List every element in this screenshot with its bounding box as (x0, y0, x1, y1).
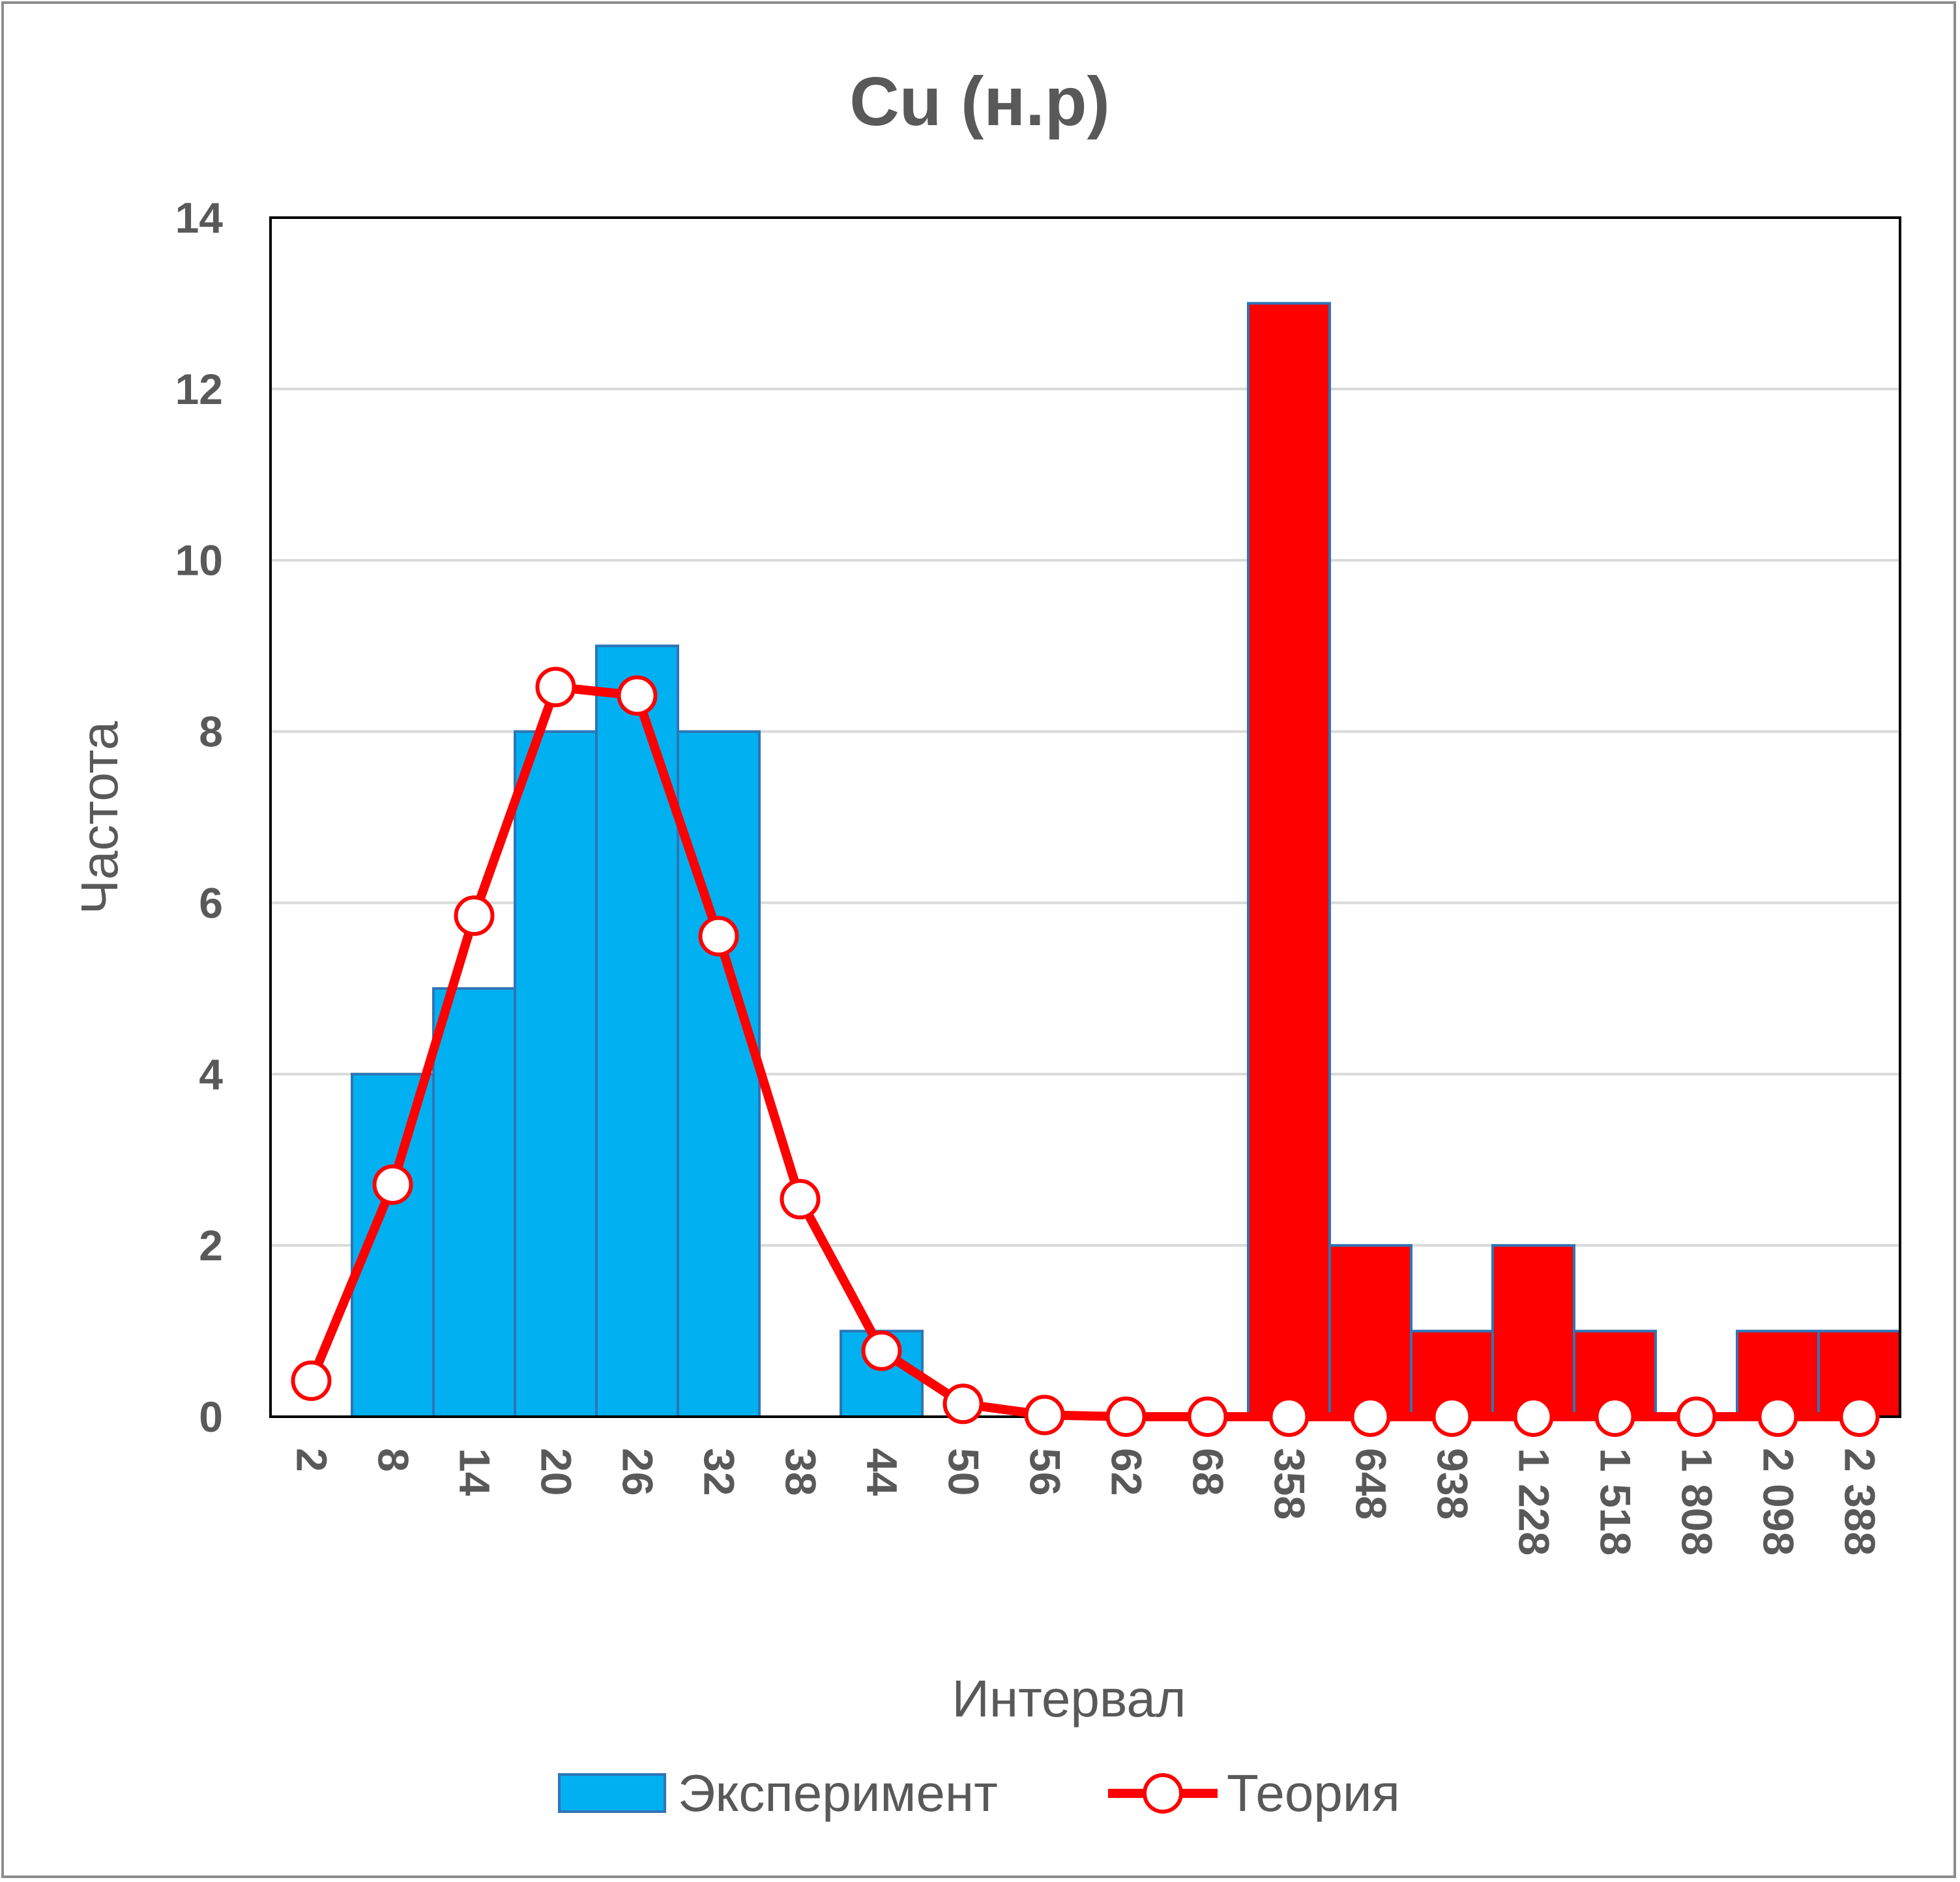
bar (514, 730, 598, 1418)
theory-marker (1839, 1397, 1880, 1437)
bar (677, 730, 761, 1418)
y-tick-label: 6 (199, 878, 223, 927)
x-tick-label: 938 (1429, 1448, 1477, 1520)
y-tick-label: 0 (199, 1393, 223, 1441)
theory-marker (617, 675, 658, 716)
bar (432, 987, 516, 1419)
x-tick-label: 2 098 (1755, 1448, 1803, 1556)
legend: Эксперимент Теория (558, 1764, 1400, 1822)
theory-marker (1268, 1397, 1309, 1437)
bar (1328, 1244, 1412, 1418)
bars (351, 302, 1901, 1419)
theory-marker (1513, 1397, 1554, 1437)
x-tick-label: 1 808 (1673, 1448, 1721, 1556)
theory-marker (372, 1164, 413, 1205)
x-tick-label: 2 (288, 1448, 336, 1472)
y-tick-label: 4 (199, 1050, 223, 1098)
x-tick-label: 8 (370, 1448, 418, 1472)
x-tick-label: 68 (1184, 1448, 1233, 1496)
legend-swatch-experiment (558, 1773, 666, 1813)
theory-marker (454, 895, 495, 936)
x-tick-label: 38 (777, 1448, 825, 1496)
theory-marker (943, 1383, 984, 1425)
y-axis-ticks: 0 2 4 6 8 10 12 14 (175, 194, 224, 1441)
theory-marker (1431, 1397, 1472, 1437)
legend-swatch-theory-marker (1143, 1773, 1183, 1814)
x-tick-label: 62 (1103, 1448, 1151, 1496)
y-tick-label: 14 (175, 194, 224, 242)
theory-marker (698, 916, 739, 957)
x-tick-label: 44 (858, 1448, 907, 1496)
theory-marker (861, 1330, 902, 1371)
bar (1247, 302, 1331, 1418)
x-tick-label: 32 (695, 1448, 744, 1496)
theory-marker (1676, 1397, 1717, 1437)
theory-marker (1594, 1397, 1635, 1437)
legend-label-experiment: Эксперимент (678, 1764, 998, 1822)
chart-title: Cu (н.р) (849, 63, 1110, 140)
x-tick-label: 56 (1021, 1448, 1070, 1496)
x-tick-label: 648 (1347, 1448, 1396, 1520)
theory-line (291, 667, 1880, 1437)
x-tick-label: 14 (451, 1448, 499, 1496)
x-tick-label: 2 388 (1836, 1448, 1884, 1556)
theory-marker (1024, 1395, 1065, 1436)
theory-marker (1187, 1397, 1228, 1437)
x-tick-label: 1 518 (1592, 1448, 1640, 1556)
theory-marker (780, 1179, 821, 1220)
theory-marker (1350, 1397, 1391, 1437)
x-tick-label: 1 228 (1510, 1448, 1558, 1556)
bar (1491, 1244, 1575, 1418)
theory-marker (291, 1360, 332, 1401)
bar (595, 644, 679, 1419)
x-tick-label: 26 (614, 1448, 662, 1496)
y-tick-label: 8 (199, 708, 223, 756)
x-axis-label: Интервал (952, 1670, 1186, 1728)
x-tick-label: 50 (940, 1448, 988, 1496)
theory-marker (1757, 1397, 1798, 1437)
y-axis-label: Частота (70, 721, 128, 914)
legend-label-theory: Теория (1227, 1764, 1400, 1822)
x-tick-label: 20 (533, 1448, 581, 1496)
x-axis-ticks: 2 8 14 20 26 32 38 44 50 56 62 68 358 648 938 1 228 1 51… (288, 1448, 1884, 1556)
y-tick-label: 10 (175, 536, 223, 585)
theory-marker (535, 667, 576, 708)
theory-marker (1105, 1397, 1147, 1437)
x-tick-label: 358 (1266, 1448, 1314, 1520)
y-tick-label: 12 (175, 365, 223, 413)
y-tick-label: 2 (199, 1221, 223, 1269)
